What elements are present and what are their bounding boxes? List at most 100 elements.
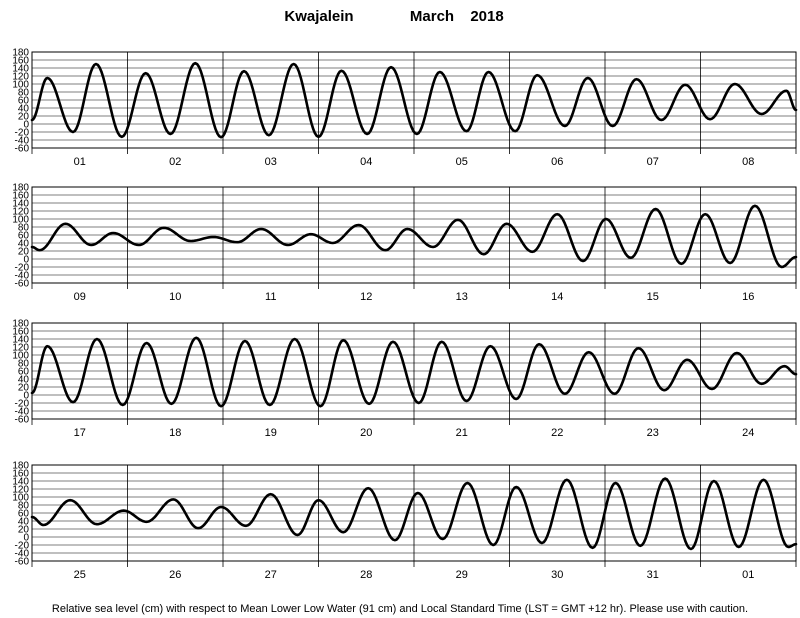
- y-tick-label: 40: [18, 104, 30, 115]
- day-label: 25: [74, 569, 86, 581]
- y-tick-label: -20: [15, 541, 30, 552]
- day-label: 02: [169, 156, 181, 168]
- day-label: 30: [551, 569, 563, 581]
- y-tick-label: -40: [15, 271, 30, 282]
- day-label: 20: [360, 427, 372, 439]
- y-tick-label: -60: [15, 144, 30, 155]
- tide-curve: [30, 61, 798, 139]
- y-tick-label: 160: [12, 191, 29, 202]
- y-tick-label: -40: [15, 407, 30, 418]
- day-label: 15: [647, 291, 659, 303]
- day-label: 19: [265, 427, 277, 439]
- y-tick-label: 20: [18, 112, 30, 123]
- day-label: 01: [74, 156, 86, 168]
- y-tick-label: 140: [12, 477, 29, 488]
- y-tick-label: 160: [12, 469, 29, 480]
- y-tick-label: 40: [18, 517, 30, 528]
- day-label: 22: [551, 427, 563, 439]
- day-label: 26: [169, 569, 181, 581]
- day-label: 14: [551, 291, 563, 303]
- day-label: 28: [360, 569, 372, 581]
- y-tick-label: 0: [23, 533, 29, 544]
- chart-title-station: Kwajalein: [284, 8, 353, 25]
- day-label: 21: [456, 427, 468, 439]
- y-tick-label: -20: [15, 128, 30, 139]
- day-label: 01: [742, 569, 754, 581]
- day-label: 16: [742, 291, 754, 303]
- day-label: 09: [74, 291, 86, 303]
- day-label: 04: [360, 156, 372, 168]
- y-tick-label: 100: [12, 351, 29, 362]
- y-tick-label: 80: [18, 88, 30, 99]
- y-tick-label: 140: [12, 335, 29, 346]
- y-tick-label: 100: [12, 493, 29, 504]
- day-label: 11: [265, 291, 276, 303]
- day-label: 27: [265, 569, 277, 581]
- day-label: 13: [456, 291, 468, 303]
- day-label: 31: [647, 569, 659, 581]
- day-label: 29: [456, 569, 468, 581]
- y-tick-label: 60: [18, 96, 30, 107]
- y-tick-label: 160: [12, 56, 29, 67]
- y-tick-label: 180: [12, 183, 29, 194]
- y-tick-label: 80: [18, 501, 30, 512]
- y-tick-label: 80: [18, 223, 30, 234]
- y-tick-label: -20: [15, 399, 30, 410]
- chart-footnote: Relative sea level (cm) with respect to …: [52, 603, 748, 615]
- y-tick-label: -40: [15, 136, 30, 147]
- day-label: 18: [169, 427, 181, 439]
- y-tick-label: 140: [12, 64, 29, 75]
- y-tick-label: 0: [23, 120, 29, 131]
- y-tick-label: 140: [12, 199, 29, 210]
- day-label: 06: [551, 156, 563, 168]
- y-tick-label: 20: [18, 247, 30, 258]
- day-label: 08: [742, 156, 754, 168]
- y-tick-label: 120: [12, 207, 29, 218]
- y-tick-label: 0: [23, 391, 29, 402]
- day-label: 23: [647, 427, 659, 439]
- day-label: 07: [647, 156, 659, 168]
- y-tick-label: 60: [18, 367, 30, 378]
- y-tick-label: 20: [18, 525, 30, 536]
- day-label: 03: [265, 156, 277, 168]
- y-tick-label: 40: [18, 239, 30, 250]
- y-tick-label: 180: [12, 461, 29, 472]
- day-label: 17: [74, 427, 86, 439]
- y-tick-label: 20: [18, 383, 30, 394]
- y-tick-label: 0: [23, 255, 29, 266]
- day-label: 24: [742, 427, 754, 439]
- y-tick-label: 80: [18, 359, 30, 370]
- panel-frame: [31, 186, 797, 284]
- y-tick-label: 160: [12, 327, 29, 338]
- y-tick-label: -60: [15, 557, 30, 568]
- tide-curve: [30, 477, 798, 551]
- y-tick-label: -20: [15, 263, 30, 274]
- day-label: 12: [360, 291, 372, 303]
- y-tick-label: 100: [12, 215, 29, 226]
- y-tick-label: 180: [12, 319, 29, 330]
- y-tick-label: -40: [15, 549, 30, 560]
- day-label: 05: [456, 156, 468, 168]
- y-tick-label: 40: [18, 375, 30, 386]
- y-tick-label: 180: [12, 48, 29, 59]
- day-label: 10: [169, 291, 181, 303]
- y-tick-label: 120: [12, 343, 29, 354]
- y-tick-label: -60: [15, 279, 30, 290]
- tide-curve: [30, 336, 798, 408]
- panel-frame: [31, 322, 797, 420]
- y-tick-label: -60: [15, 415, 30, 426]
- tide-curve: [30, 204, 798, 269]
- y-tick-label: 100: [12, 80, 29, 91]
- panel-frame: [31, 464, 797, 562]
- chart-title-year: 2018: [470, 8, 503, 25]
- panel-frame: [31, 51, 797, 149]
- y-tick-label: 60: [18, 509, 30, 520]
- y-tick-label: 120: [12, 72, 29, 83]
- y-tick-label: 60: [18, 231, 30, 242]
